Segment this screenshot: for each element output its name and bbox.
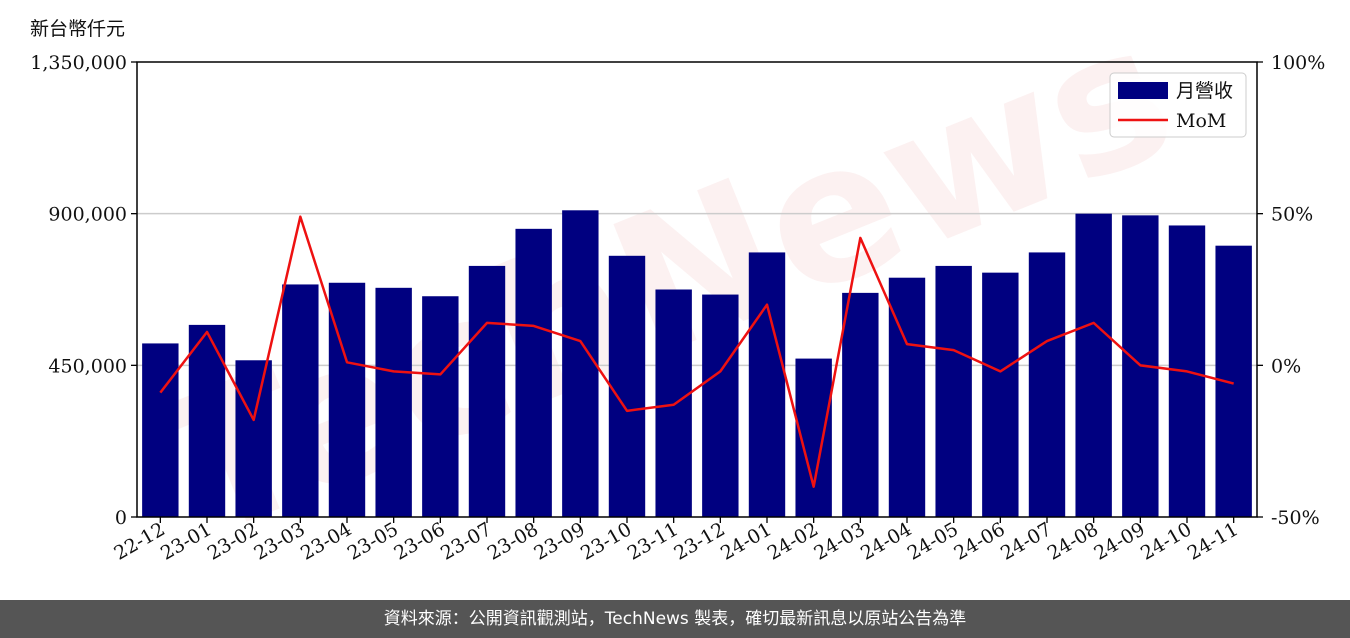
x-tick-label: 23-11 xyxy=(624,518,682,564)
x-tick-label: 23-06 xyxy=(390,518,448,564)
x-tick-label: 24-11 xyxy=(1184,518,1242,564)
y2-tick-label: 0% xyxy=(1271,355,1301,377)
x-tick-label: 23-09 xyxy=(530,518,588,564)
x-tick-label: 24-09 xyxy=(1090,518,1148,564)
legend-line-label: MoM xyxy=(1176,110,1226,132)
bar xyxy=(328,282,366,517)
bar xyxy=(515,228,552,518)
x-tick-label: 24-07 xyxy=(997,518,1055,564)
legend-bar-label: 月營收 xyxy=(1176,80,1233,102)
y-axis-unit-label: 新台幣仟元 xyxy=(30,18,126,40)
bar xyxy=(235,360,272,517)
y-tick-label: 450,000 xyxy=(48,355,127,377)
x-tick-label: 23-05 xyxy=(344,518,402,564)
x-tick-label: 24-08 xyxy=(1044,518,1102,564)
y2-tick-label: -50% xyxy=(1271,507,1320,529)
legend-bar-swatch xyxy=(1118,82,1168,99)
bar xyxy=(282,284,319,517)
source-footer: 資料來源：公開資訊觀測站，TechNews 製表，確切最新訊息以原站公告為準 xyxy=(0,600,1350,638)
x-tick-label: 23-02 xyxy=(204,518,262,564)
bar xyxy=(748,252,786,518)
x-tick-label: 24-01 xyxy=(717,518,775,564)
revenue-chart: 0450,000900,0001,350,000-50%0%50%100%22-… xyxy=(30,52,1325,565)
y-tick-label: 900,000 xyxy=(48,204,127,226)
x-tick-label: 23-04 xyxy=(297,518,355,564)
bar xyxy=(608,255,646,517)
bar xyxy=(375,287,412,517)
x-tick-label: 23-07 xyxy=(437,518,495,564)
y2-tick-label: 50% xyxy=(1271,204,1313,226)
bar xyxy=(982,272,1019,517)
bar xyxy=(1028,252,1066,518)
bar xyxy=(935,265,972,517)
plot-frame xyxy=(136,61,1258,518)
y-tick-label: 0 xyxy=(115,507,127,529)
bar xyxy=(702,294,739,517)
x-tick-label: 24-06 xyxy=(950,518,1008,564)
bar xyxy=(468,265,506,517)
y2-tick-label: 100% xyxy=(1271,52,1325,74)
x-tick-label: 24-03 xyxy=(810,518,868,564)
x-tick-label: 24-02 xyxy=(764,518,822,564)
bar xyxy=(842,292,879,517)
x-tick-label: 24-10 xyxy=(1137,518,1195,564)
x-tick-label: 23-03 xyxy=(250,518,308,564)
bar xyxy=(1075,213,1112,517)
bar xyxy=(562,210,599,517)
x-tick-label: 23-01 xyxy=(157,518,215,564)
x-tick-label: 23-10 xyxy=(577,518,635,564)
bar xyxy=(142,343,179,517)
y-tick-label: 1,350,000 xyxy=(30,52,127,74)
x-tick-label: 23-12 xyxy=(670,518,728,564)
x-tick-label: 24-04 xyxy=(857,518,915,564)
bar xyxy=(422,296,459,517)
chart-area: TechNews 新台幣仟元 0450,000900,0001,350,000-… xyxy=(30,0,1325,581)
mom-line xyxy=(159,215,1234,488)
x-tick-label: 24-05 xyxy=(904,518,962,564)
x-tick-label: 23-08 xyxy=(484,518,542,564)
